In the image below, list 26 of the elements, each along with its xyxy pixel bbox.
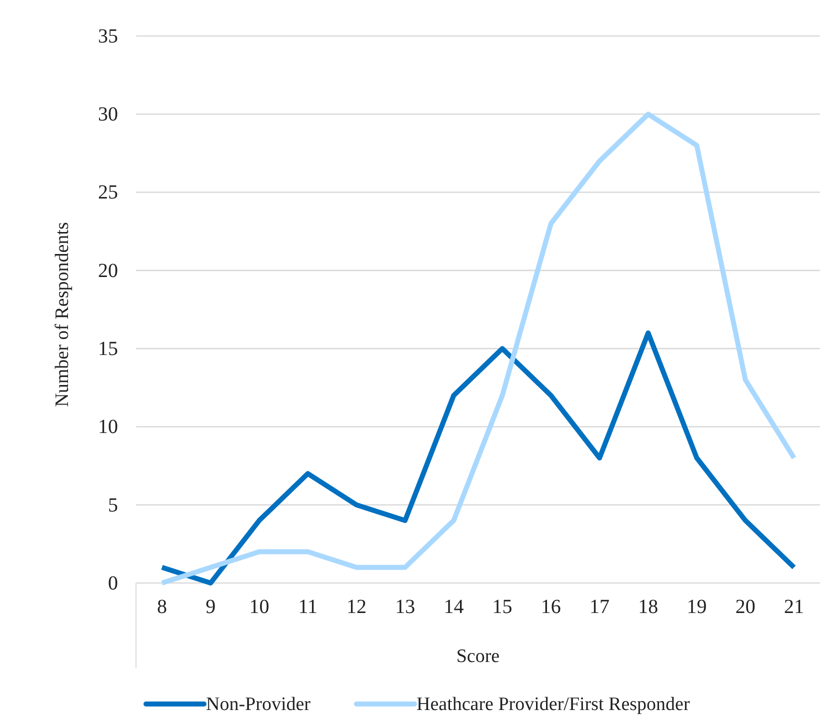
x-tick-label: 17 [590, 596, 610, 618]
x-tick-label: 15 [492, 596, 512, 618]
x-tick-label: 21 [784, 596, 804, 618]
y-tick-label: 20 [98, 260, 118, 282]
y-tick-label: 25 [98, 182, 118, 204]
y-tick-label: 15 [98, 338, 118, 360]
x-tick-label: 19 [686, 596, 707, 618]
x-tick-label: 8 [157, 596, 167, 618]
x-tick-label: 12 [346, 596, 366, 618]
x-tick-label: 9 [206, 596, 216, 618]
x-tick-label: 16 [540, 596, 561, 618]
y-tick-label: 30 [98, 104, 118, 126]
y-tick-label: 10 [98, 416, 118, 438]
x-tick-label: 14 [444, 596, 464, 618]
legend-label: Heathcare Provider/First Responder [416, 694, 690, 715]
x-tick-label: 11 [298, 596, 318, 618]
x-tick-label: 10 [249, 596, 270, 618]
y-tick-label: 35 [98, 25, 118, 48]
x-tick-label: 20 [735, 596, 756, 618]
x-tick-label: 18 [638, 596, 658, 618]
y-tick-label: 5 [108, 494, 118, 516]
x-axis-title: Score [456, 646, 500, 667]
y-axis-title: Number of Respondents [52, 222, 73, 407]
legend-label: Non-Provider [206, 694, 312, 715]
y-tick-label: 0 [108, 572, 118, 594]
x-tick-label: 13 [395, 596, 416, 618]
